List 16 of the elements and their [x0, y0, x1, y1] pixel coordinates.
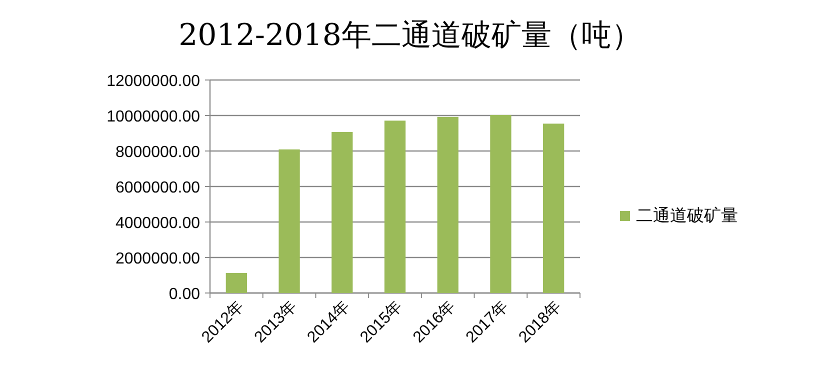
bar: [384, 120, 406, 293]
bar: [437, 116, 458, 293]
bar: [543, 124, 564, 293]
chart-title: 2012-2018年二通道破矿量（吨）: [178, 18, 642, 53]
y-tick-label: 2000000.00: [115, 250, 200, 268]
y-tick-label: 8000000.00: [115, 144, 200, 161]
bar: [490, 114, 512, 293]
y-tick-label: 10000000.00: [106, 108, 200, 126]
y-tick-label: 0.00: [168, 286, 200, 303]
y-tick-label: 6000000.00: [115, 180, 200, 196]
y-tick-label: 4000000.00: [115, 215, 200, 232]
bar: [278, 149, 300, 293]
bar: [332, 132, 353, 293]
legend-label: 二通道破矿量: [636, 206, 738, 225]
bar: [226, 272, 247, 293]
y-tick-label: 12000000.00: [106, 73, 200, 90]
